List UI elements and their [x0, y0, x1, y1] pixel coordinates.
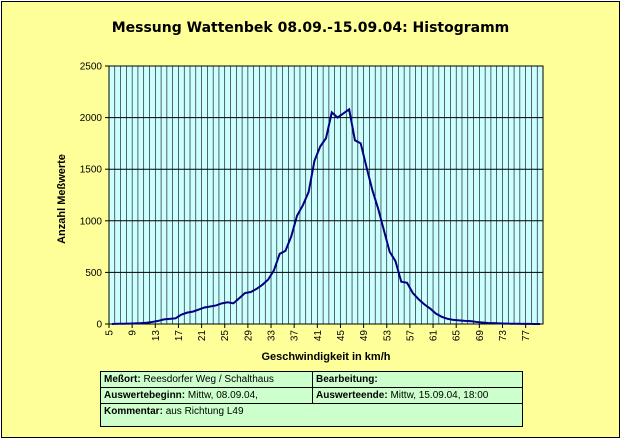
- y-tick-label: 2500: [80, 62, 103, 73]
- x-tick-label: 29: [243, 330, 254, 342]
- x-tick-label: 57: [405, 330, 416, 342]
- ende-label: Auswerteende:: [316, 390, 388, 401]
- messort-value: Reesdorfer Weg / Schalthaus: [143, 374, 274, 385]
- bearbeitung-label: Bearbeitung:: [316, 374, 378, 385]
- kommentar-cell: Kommentar: aus Richtung L49: [101, 404, 522, 420]
- x-tick-label: 25: [220, 330, 231, 342]
- x-tick-label: 53: [382, 330, 393, 342]
- plot-frame: [108, 65, 544, 325]
- x-tick-label: 65: [452, 330, 463, 342]
- x-tick-label: 41: [313, 330, 324, 342]
- plot-background: [109, 66, 543, 324]
- messort-label: Meßort:: [104, 374, 141, 385]
- kommentar-value: aus Richtung L49: [165, 406, 244, 417]
- beginn-value: Mittw, 08.09.04,: [187, 390, 258, 401]
- x-tick-label: 21: [197, 330, 208, 342]
- plot-area: 0 500 1000 1500 2000 2500 5 9 13 17 21 25 29 33 37 41 45…: [80, 62, 544, 342]
- info-table: Meßort: Reesdorfer Weg / Schalthaus Bear…: [100, 371, 523, 427]
- x-tick-label: 77: [521, 330, 532, 342]
- series-line: [111, 107, 541, 325]
- histogram-chart: 0 500 1000 1500 2000 2500 5 9 13 17 21 25 29 33 37 41 45…: [56, 62, 544, 363]
- x-tick-label: 37: [290, 330, 301, 342]
- x-tick-label: 45: [336, 330, 347, 342]
- x-tick-label: 13: [151, 330, 162, 342]
- bearbeitung-cell: Bearbeitung:: [313, 372, 522, 388]
- y-tick-label: 2000: [80, 113, 103, 124]
- x-tick-label: 73: [498, 330, 509, 342]
- y-tick-label: 0: [96, 320, 102, 331]
- x-tick-label: 33: [267, 330, 278, 342]
- ende-value: Mittw, 15.09.04, 18:00: [390, 390, 489, 401]
- x-tick-label: 49: [359, 330, 370, 342]
- y-tick-label: 1500: [80, 165, 103, 176]
- x-tick-label: 5: [105, 330, 116, 336]
- y-tick-label: 500: [85, 268, 102, 279]
- ende-cell: Auswerteende: Mittw, 15.09.04, 18:00: [313, 388, 522, 404]
- x-axis-title: Geschwindigkeit in km/h: [262, 351, 391, 363]
- y-tick-label: 1000: [80, 216, 103, 227]
- x-tick-label: 61: [429, 330, 440, 342]
- kommentar-label: Kommentar:: [104, 406, 163, 417]
- x-tick-label: 9: [128, 330, 139, 336]
- x-tick-label: 69: [475, 330, 486, 342]
- x-tick-label: 17: [174, 330, 185, 342]
- y-axis-title: Anzahl Meßwerte: [56, 154, 68, 244]
- beginn-cell: Auswertebeginn: Mittw, 08.09.04,: [101, 388, 313, 404]
- beginn-label: Auswertebeginn:: [104, 390, 186, 401]
- messort-cell: Meßort: Reesdorfer Weg / Schalthaus: [101, 372, 313, 388]
- chart-title: Messung Wattenbek 08.09.-15.09.04: Histo…: [111, 20, 510, 36]
